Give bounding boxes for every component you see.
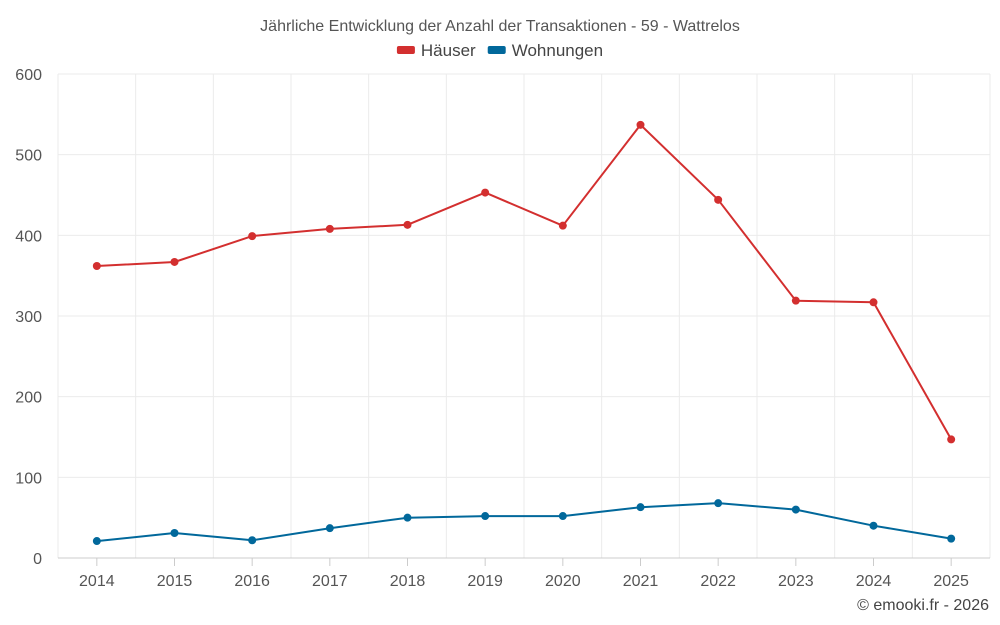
data-point-wohnungen[interactable] xyxy=(947,534,956,543)
x-tick-label: 2019 xyxy=(467,573,503,590)
data-point-wohnungen[interactable] xyxy=(92,537,101,546)
x-tick-label: 2022 xyxy=(700,573,736,590)
data-point-wohnungen[interactable] xyxy=(170,528,179,537)
x-tick-label: 2014 xyxy=(79,573,115,590)
data-point-wohnungen[interactable] xyxy=(714,499,723,508)
y-tick-label: 400 xyxy=(15,228,42,245)
x-tick-label: 2023 xyxy=(778,573,814,590)
data-point-wohnungen[interactable] xyxy=(636,503,645,512)
y-tick-label: 200 xyxy=(15,390,42,407)
data-point-haeuser[interactable] xyxy=(558,221,567,230)
series-line-wohnungen xyxy=(96,502,952,543)
chart-title: Jährliche Entwicklung der Anzahl der Tra… xyxy=(260,18,740,35)
data-point-haeuser[interactable] xyxy=(325,224,334,233)
x-tick-label: 2025 xyxy=(933,573,969,590)
gridlines xyxy=(57,73,991,558)
y-tick-label: 100 xyxy=(15,470,42,487)
x-tick-label: 2017 xyxy=(312,573,348,590)
y-tick-label: 600 xyxy=(15,67,42,84)
y-tick-label: 0 xyxy=(33,551,42,568)
data-point-wohnungen[interactable] xyxy=(325,524,334,533)
data-point-wohnungen[interactable] xyxy=(403,513,412,522)
x-tick-label: 2016 xyxy=(234,573,270,590)
legend-swatch xyxy=(487,46,506,54)
x-tick-label: 2020 xyxy=(545,573,581,590)
series-layer xyxy=(92,120,956,546)
y-axis: 0 100 200 300 400 500 600 xyxy=(15,67,42,568)
x-tick-label: 2024 xyxy=(856,573,892,590)
series-line-haeuser xyxy=(96,123,953,440)
data-point-haeuser[interactable] xyxy=(481,188,490,197)
x-tick-label: 2021 xyxy=(623,573,659,590)
data-point-haeuser[interactable] xyxy=(403,220,412,229)
data-point-haeuser[interactable] xyxy=(170,257,179,266)
x-axis: 2014 2015 2016 2017 2018 2019 2020 2021 2022 2023… xyxy=(58,557,990,590)
legend: Häuser Wohnungen xyxy=(396,41,603,60)
data-point-haeuser[interactable] xyxy=(791,296,800,305)
legend-item-wohnungen[interactable]: Wohnungen xyxy=(487,41,603,60)
data-point-wohnungen[interactable] xyxy=(248,536,257,545)
data-point-wohnungen[interactable] xyxy=(791,505,800,514)
data-point-haeuser[interactable] xyxy=(869,298,878,307)
legend-item-haeuser[interactable]: Häuser xyxy=(396,41,476,60)
data-point-haeuser[interactable] xyxy=(92,261,101,270)
y-tick-label: 300 xyxy=(15,309,42,326)
data-point-wohnungen[interactable] xyxy=(558,512,567,521)
data-point-haeuser[interactable] xyxy=(636,120,645,129)
credit-text: © emooki.fr - 2026 xyxy=(857,597,989,614)
legend-swatch xyxy=(396,46,415,54)
x-tick-label: 2018 xyxy=(390,573,426,590)
data-point-wohnungen[interactable] xyxy=(869,521,878,530)
data-point-haeuser[interactable] xyxy=(947,435,956,444)
legend-label: Häuser xyxy=(421,41,476,60)
legend-label: Wohnungen xyxy=(512,41,603,60)
y-tick-label: 500 xyxy=(15,148,42,165)
data-point-wohnungen[interactable] xyxy=(481,512,490,521)
data-point-haeuser[interactable] xyxy=(248,232,257,241)
x-tick-label: 2015 xyxy=(157,573,193,590)
data-point-haeuser[interactable] xyxy=(714,195,723,204)
